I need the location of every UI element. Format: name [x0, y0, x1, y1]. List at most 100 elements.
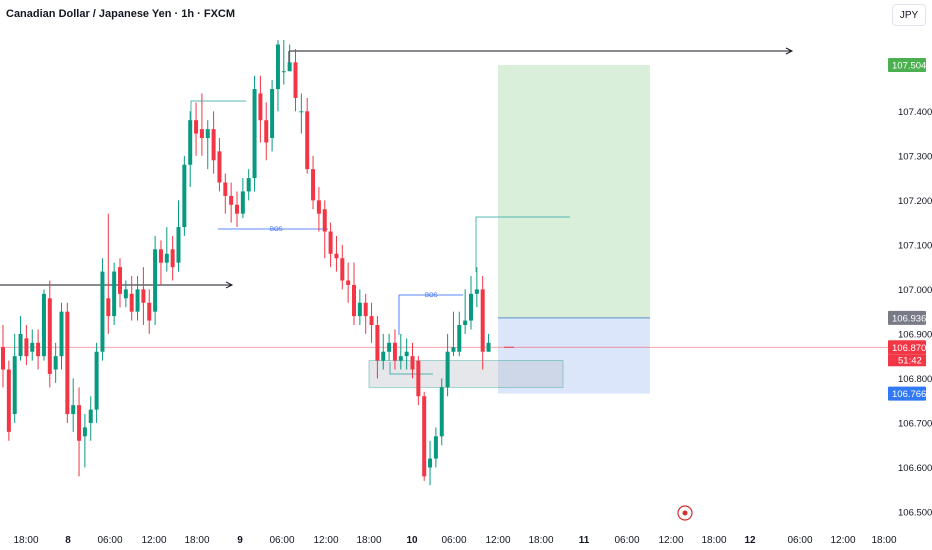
- x-tick-label: 18:00: [701, 535, 726, 546]
- currency-selector[interactable]: JPY: [892, 4, 926, 26]
- candle-down: [47, 298, 52, 374]
- candle-up: [18, 333, 23, 357]
- candle-up: [100, 271, 105, 352]
- candle-down: [141, 289, 146, 303]
- candle-up: [164, 253, 169, 263]
- y-tick-label: 107.400: [898, 107, 932, 118]
- candle-up: [287, 62, 292, 72]
- x-tick-label: 18:00: [13, 535, 38, 546]
- candle-down: [363, 302, 368, 317]
- x-tick-label: 06:00: [97, 535, 122, 546]
- candle-up: [299, 111, 304, 113]
- candle-down: [305, 111, 310, 170]
- target-price-tag-bg: [888, 58, 926, 72]
- candle-down: [158, 249, 163, 263]
- candle-down: [1, 347, 5, 370]
- candle-up: [71, 405, 76, 415]
- candle-down: [422, 396, 427, 477]
- candle-up: [153, 249, 158, 312]
- x-tick-label: 06:00: [787, 535, 812, 546]
- target-structure-line: [475, 216, 570, 272]
- candle-up: [439, 387, 444, 437]
- candle-down: [258, 93, 263, 121]
- candle-down: [316, 200, 321, 214]
- candle-up: [270, 89, 275, 139]
- ray-arrow-left: [225, 281, 234, 289]
- x-tick-label: 06:00: [269, 535, 294, 546]
- candle-up: [451, 347, 456, 352]
- y-tick-label: 106.700: [898, 418, 932, 429]
- last-price-tag-bg: [888, 340, 926, 355]
- x-tick-label: 18:00: [528, 535, 553, 546]
- chart-title: Canadian Dollar / Japanese Yen · 1h · FX…: [6, 8, 236, 20]
- candle-down: [328, 231, 333, 254]
- ray-arrow-top: [785, 47, 794, 55]
- x-tick-label: 10: [406, 535, 418, 546]
- target-zone: [498, 65, 650, 318]
- candle-down: [352, 284, 356, 317]
- y-tick-label: 106.800: [898, 374, 932, 385]
- candle-up: [246, 178, 251, 192]
- candle-down: [235, 204, 239, 214]
- x-tick-label: 06:00: [441, 535, 466, 546]
- candle-up: [123, 289, 128, 299]
- candle-up: [474, 289, 479, 294]
- candle-down: [322, 209, 327, 232]
- x-tick-label: 18:00: [184, 535, 209, 546]
- y-tick-label: 106.900: [898, 329, 932, 340]
- candle-up: [469, 293, 473, 321]
- candle-down: [223, 182, 228, 196]
- bos-label-2: BOS: [425, 293, 438, 299]
- candle-down: [340, 258, 345, 281]
- candle-up: [404, 351, 409, 357]
- candle-up: [176, 227, 181, 263]
- last-price-tag: 106.870: [892, 343, 926, 354]
- candle-down: [346, 280, 351, 285]
- candle-up: [53, 356, 58, 370]
- candle-down: [77, 405, 82, 441]
- candle-up: [275, 44, 280, 90]
- candle-up: [281, 71, 286, 73]
- x-tick-label: 9: [237, 535, 243, 546]
- swing-high-line: [190, 100, 246, 126]
- candle-up: [182, 164, 187, 228]
- y-tick-label: 107.100: [898, 240, 932, 251]
- candle-up: [252, 89, 257, 179]
- stop-price-tag-bg: [888, 386, 926, 401]
- x-tick-label: 12:00: [141, 535, 166, 546]
- bos-label-1: BOS: [270, 227, 283, 233]
- candle-down: [293, 62, 298, 98]
- x-tick-label: 11: [579, 535, 590, 546]
- last-price-tag-countdown: 51:42: [898, 355, 922, 366]
- candle-down: [36, 342, 41, 357]
- candle-up: [463, 320, 468, 326]
- x-tick-label: 12: [744, 535, 756, 546]
- candle-down: [334, 253, 339, 259]
- candle-up: [188, 120, 193, 165]
- candle-down: [375, 325, 380, 361]
- candle-down: [392, 342, 397, 361]
- candle-up: [433, 436, 438, 459]
- y-tick-label: 107.300: [898, 151, 932, 162]
- candle-up: [112, 271, 117, 317]
- candle-up: [88, 409, 93, 423]
- candle-up: [82, 427, 87, 437]
- entry-price-tag: 106.936: [892, 313, 926, 324]
- candle-up: [428, 458, 433, 468]
- candle-up: [486, 342, 491, 352]
- candle-up: [205, 129, 210, 139]
- candle-down: [194, 120, 199, 134]
- candle-down: [6, 369, 11, 432]
- candle-up: [240, 191, 245, 214]
- stop-price-tag: 106.766: [892, 389, 926, 400]
- candle-down: [410, 356, 415, 370]
- event-flag-dot: [682, 510, 688, 516]
- candle-up: [357, 302, 362, 317]
- candle-down: [199, 129, 204, 139]
- candle-down: [65, 311, 70, 415]
- candle-up: [381, 351, 386, 361]
- target-price-tag: 107.504: [892, 61, 926, 72]
- candle-down: [311, 169, 316, 201]
- candle-down: [129, 293, 134, 312]
